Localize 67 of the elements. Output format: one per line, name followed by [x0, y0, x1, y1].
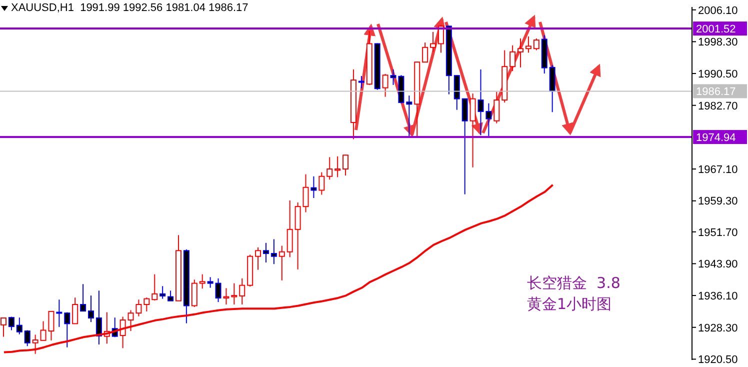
y-tick-label: 1943.90 [698, 258, 738, 271]
candlestick [302, 174, 309, 213]
candlestick [223, 288, 230, 305]
candlestick [310, 176, 317, 198]
candlestick [231, 282, 238, 305]
y-tick-label: 1959.30 [698, 196, 738, 208]
candlestick [152, 274, 158, 301]
ref-line-label: 1974.94 [696, 132, 736, 144]
y-tick-label: 1990.50 [698, 68, 738, 80]
candlestick [382, 73, 388, 98]
y-tick-label: 1936.10 [698, 290, 738, 302]
candlestick [518, 38, 524, 68]
annotation: 黄金1小时图 [527, 295, 612, 314]
candlestick [270, 238, 277, 265]
ref-line-label: 1986.17 [696, 86, 736, 98]
candlestick [422, 42, 428, 63]
candlestick [549, 64, 556, 113]
candlestick [262, 242, 269, 263]
candlestick [278, 245, 285, 281]
ref-line-label: 2001.52 [696, 24, 736, 36]
candlestick [486, 102, 492, 136]
candlestick [358, 75, 364, 89]
candlestick [64, 312, 70, 348]
candlestick [478, 68, 484, 136]
candlestick [160, 286, 166, 300]
candlestick [406, 95, 412, 138]
candlestick [318, 172, 325, 196]
candlestick [72, 297, 78, 324]
candlestick [96, 290, 102, 345]
candlestick [533, 38, 540, 51]
candlestick [199, 274, 206, 290]
candlestick [510, 44, 516, 72]
candlestick [454, 74, 460, 110]
candlestick [24, 330, 30, 347]
candlestick [207, 276, 214, 288]
candlestick [334, 156, 341, 178]
y-tick-label: 1982.70 [698, 100, 738, 112]
candlestick [168, 290, 174, 302]
candlestick [494, 91, 500, 124]
y-tick-label: 1928.30 [698, 322, 738, 334]
candlestick [144, 297, 150, 312]
candlestick [191, 279, 198, 308]
candlestick [286, 200, 293, 258]
y-tick-label: 1967.10 [698, 164, 738, 176]
candlestick [215, 278, 222, 303]
chart-title: XAUUSD,H1 1991.99 1992.56 1981.04 1986.17 [11, 2, 248, 14]
y-tick-label: 2006.10 [698, 4, 738, 17]
candlestick [294, 202, 301, 270]
y-tick-label: 1951.70 [698, 226, 738, 239]
y-tick-label: 1998.30 [698, 36, 738, 49]
candlestick [80, 284, 86, 312]
candlestick [8, 316, 14, 331]
candlestick [88, 295, 94, 323]
candlestick [390, 68, 396, 86]
candlestick [342, 154, 349, 176]
candlestick [326, 156, 333, 180]
candlestick [462, 98, 468, 195]
candlestick [56, 299, 62, 328]
y-tick-label: 1920.50 [698, 354, 738, 366]
candlestick [470, 93, 476, 168]
candlestick [438, 24, 444, 54]
annotation: 长空猎金 3.8 [527, 274, 620, 293]
candlestick [525, 36, 532, 54]
candlestick [16, 317, 22, 335]
candlestick [430, 31, 436, 52]
candlestick [239, 278, 246, 305]
candlestick [255, 246, 262, 270]
